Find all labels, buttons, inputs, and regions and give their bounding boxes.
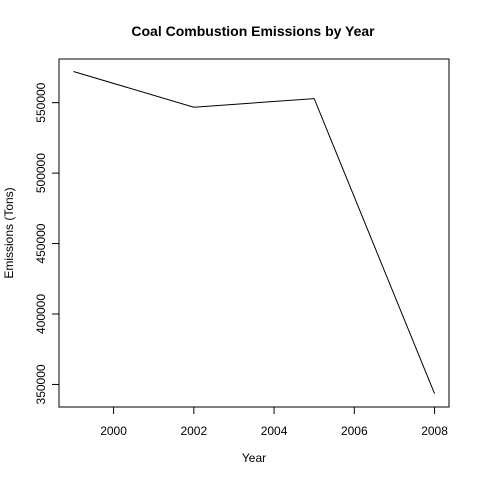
y-axis-label: Emissions (Tons) — [2, 187, 16, 278]
series-layer — [73, 71, 436, 394]
y-tick-label: 500000 — [34, 153, 48, 193]
x-tick-label: 2004 — [261, 424, 288, 438]
y-tick-label: 550000 — [34, 82, 48, 122]
x-axis: 2000 2002 2004 2006 2008 — [100, 407, 448, 438]
plot-frame — [58, 58, 450, 408]
series-line — [73, 71, 436, 394]
x-tick-label: 2006 — [341, 424, 368, 438]
x-tick-label: 2000 — [100, 424, 127, 438]
y-axis: 350000 400000 450000 500000 550000 — [34, 82, 59, 404]
y-tick-label: 400000 — [34, 294, 48, 334]
chart-title: Coal Combustion Emissions by Year — [131, 23, 375, 39]
x-axis-label: Year — [242, 451, 266, 465]
x-tick-label: 2002 — [180, 424, 207, 438]
y-tick-label: 450000 — [34, 223, 48, 263]
x-tick-label: 2008 — [421, 424, 448, 438]
y-tick-label: 350000 — [34, 364, 48, 404]
